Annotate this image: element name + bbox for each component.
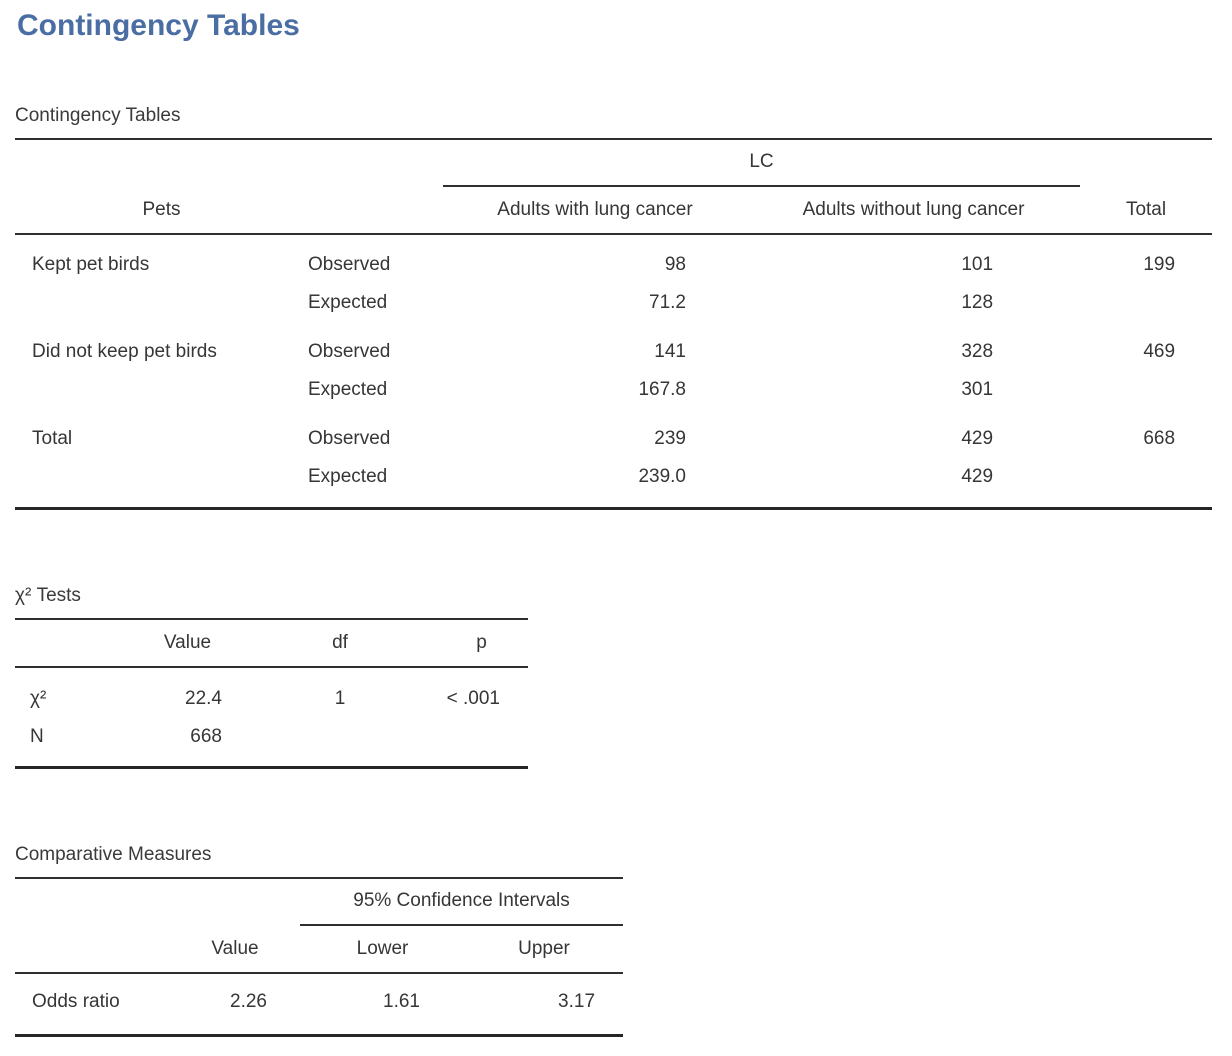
cell-chi2-p: < .001 xyxy=(446,688,500,709)
cell-observed-total: 668 xyxy=(1143,428,1176,449)
comparative-measures-table: 95% Confidence Intervals Value Lower Upp… xyxy=(15,877,624,1037)
cell-expected-total xyxy=(1080,284,1212,322)
ci-spanner-header: 95% Confidence Intervals xyxy=(300,878,624,926)
row-type-label: Observed xyxy=(308,428,391,449)
table-row: Expected 239.0 429 xyxy=(15,458,1212,509)
row-label-n: N xyxy=(30,726,44,747)
cell-chi2-df: 1 xyxy=(334,688,346,709)
col-header-value: Value xyxy=(130,619,245,668)
row-type-label: Observed xyxy=(308,341,391,362)
chi2-tests-table: Value df p χ² 22.4 1 < .001 N 668 xyxy=(15,618,528,769)
col-header-value: Value xyxy=(170,925,300,974)
cell-observed-without: 328 xyxy=(961,341,994,362)
row-type-label: Expected xyxy=(308,466,388,487)
page-title[interactable]: Contingency Tables xyxy=(17,9,300,42)
col-header-p: p xyxy=(435,619,528,668)
cell-odds-ratio-lower: 1.61 xyxy=(383,991,420,1012)
row-label-chi2: χ² xyxy=(30,688,47,709)
row-label-spacer xyxy=(15,458,308,509)
cell-observed-total: 469 xyxy=(1143,341,1176,362)
cell-expected-without: 301 xyxy=(961,379,994,400)
cell-odds-ratio-value: 2.26 xyxy=(230,991,267,1012)
cell-n-p xyxy=(435,718,528,768)
row-type-label: Expected xyxy=(308,379,388,400)
col-header-lower: Lower xyxy=(300,925,465,974)
cell-expected-total xyxy=(1080,371,1212,409)
cell-observed-total: 199 xyxy=(1143,254,1176,275)
col-header-upper: Upper xyxy=(465,925,624,974)
cell-observed-without: 429 xyxy=(961,428,994,449)
contingency-table: LC Pets Adults with lung cancer Adults w… xyxy=(15,138,1213,510)
row-type-label: Expected xyxy=(308,292,388,313)
col-header-spacer xyxy=(15,619,130,668)
cell-n-value: 668 xyxy=(190,726,222,747)
col-header-adults-without-lung-cancer: Adults without lung cancer xyxy=(747,186,1081,235)
table-row: Did not keep pet birds Observed 141 328 … xyxy=(15,322,1212,371)
cell-observed-with: 98 xyxy=(664,254,686,275)
table-row: Expected 167.8 301 xyxy=(15,371,1212,409)
column-header-row: Value Lower Upper xyxy=(15,925,624,974)
row-label-kept-pet-birds: Kept pet birds xyxy=(32,254,150,275)
chi2-tests-caption[interactable]: χ² Tests xyxy=(15,585,81,606)
spanner-spacer xyxy=(1080,139,1212,186)
table-row: N 668 xyxy=(15,718,528,768)
col-header-adults-with-lung-cancer: Adults with lung cancer xyxy=(443,186,747,235)
table-row: Kept pet birds Observed 98 101 199 xyxy=(15,234,1212,284)
cell-expected-without: 128 xyxy=(961,292,994,313)
contingency-table-caption[interactable]: Contingency Tables xyxy=(15,105,181,126)
cell-observed-with: 141 xyxy=(654,341,686,362)
row-label-spacer xyxy=(15,284,308,322)
column-header-row: Pets Adults with lung cancer Adults with… xyxy=(15,186,1213,235)
row-label-total: Total xyxy=(32,428,73,449)
col-header-spacer xyxy=(308,186,443,235)
cell-expected-with: 71.2 xyxy=(649,292,686,313)
row-label-spacer xyxy=(15,371,308,409)
table-row: Total Observed 239 429 668 xyxy=(15,409,1212,458)
table-row: χ² 22.4 1 < .001 xyxy=(15,667,528,718)
comparative-measures-caption[interactable]: Comparative Measures xyxy=(15,844,212,865)
col-header-total: Total xyxy=(1080,186,1213,235)
cell-expected-with: 239.0 xyxy=(638,466,686,487)
cell-odds-ratio-upper: 3.17 xyxy=(558,991,596,1012)
col-header-df: df xyxy=(245,619,435,668)
row-label-odds-ratio: Odds ratio xyxy=(32,991,120,1012)
cell-observed-without: 101 xyxy=(961,254,994,275)
spanner-spacer xyxy=(15,139,443,186)
col-header-spacer xyxy=(15,925,170,974)
spanner-row: 95% Confidence Intervals xyxy=(15,878,624,926)
cell-expected-total xyxy=(1080,458,1212,509)
cell-expected-with: 167.8 xyxy=(638,379,686,400)
spanner-row: LC xyxy=(15,139,1212,187)
row-type-label: Observed xyxy=(308,254,391,275)
lc-spanner-header: LC xyxy=(443,139,1081,187)
cell-chi2-value: 22.4 xyxy=(185,688,222,709)
cell-observed-with: 239 xyxy=(654,428,686,449)
cell-n-df xyxy=(245,718,435,768)
table-row: Expected 71.2 128 xyxy=(15,284,1212,322)
col-header-pets: Pets xyxy=(15,186,308,235)
table-row: Odds ratio 2.26 1.61 3.17 xyxy=(15,973,623,1036)
column-header-row: Value df p xyxy=(15,619,528,668)
cell-expected-without: 429 xyxy=(961,466,994,487)
spanner-spacer xyxy=(15,878,300,925)
row-label-did-not-keep-pet-birds: Did not keep pet birds xyxy=(32,341,217,362)
